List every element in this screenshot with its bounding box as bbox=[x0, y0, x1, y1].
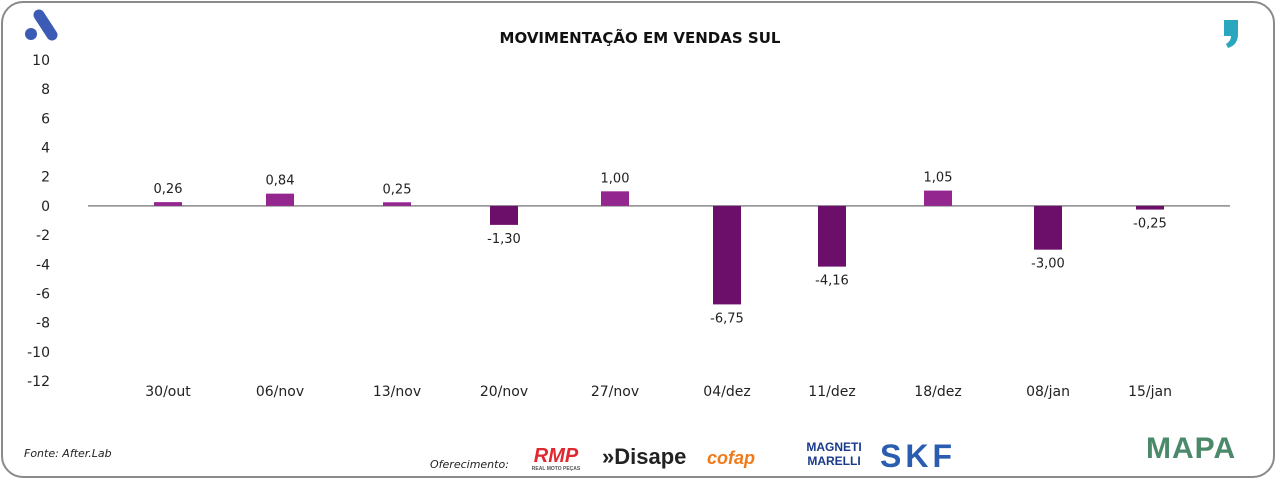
data-label: 1,00 bbox=[601, 171, 630, 186]
bar bbox=[924, 190, 952, 206]
rmp-logo-text: RMP bbox=[533, 445, 579, 467]
data-label: -0,25 bbox=[1133, 217, 1167, 232]
data-label: -1,30 bbox=[487, 232, 521, 247]
x-tick-label: 06/nov bbox=[256, 384, 304, 400]
data-label: 0,25 bbox=[383, 182, 412, 197]
x-tick-label: 08/jan bbox=[1026, 384, 1070, 400]
cofap-logo: cofap bbox=[707, 448, 756, 468]
y-tick-label: -12 bbox=[27, 374, 50, 390]
y-tick-label: 10 bbox=[32, 53, 50, 69]
y-tick-label: 4 bbox=[41, 141, 50, 157]
x-tick-label: 11/dez bbox=[808, 384, 855, 400]
data-label: -3,00 bbox=[1031, 257, 1065, 272]
brand-a-logo-icon bbox=[25, 9, 58, 41]
bar bbox=[601, 191, 629, 206]
y-tick-label: 6 bbox=[41, 111, 50, 127]
bar bbox=[490, 205, 518, 225]
rmp-logo: RMP REAL MOTO PEÇAS bbox=[522, 446, 590, 472]
x-tick-label: 20/nov bbox=[480, 384, 528, 400]
y-tick-label: -4 bbox=[36, 257, 50, 273]
data-label: -4,16 bbox=[815, 274, 849, 289]
disape-logo: »Disape bbox=[602, 444, 687, 469]
mapa-logo: MAPA bbox=[1146, 432, 1237, 465]
bar bbox=[154, 202, 182, 206]
x-tick-label: 27/nov bbox=[591, 384, 639, 400]
bar bbox=[1136, 205, 1164, 210]
data-label: -6,75 bbox=[710, 311, 744, 326]
x-tick-label: 30/out bbox=[145, 384, 191, 400]
x-tick-label: 18/dez bbox=[914, 384, 961, 400]
data-label: 0,84 bbox=[266, 174, 295, 189]
rmp-logo-subtext: REAL MOTO PEÇAS bbox=[531, 466, 581, 472]
data-label: 1,05 bbox=[924, 171, 953, 186]
bar bbox=[383, 202, 411, 206]
y-tick-label: -2 bbox=[36, 228, 50, 244]
x-tick-label: 15/jan bbox=[1128, 384, 1172, 400]
y-tick-label: 8 bbox=[41, 82, 50, 98]
x-tick-label: 13/nov bbox=[373, 384, 421, 400]
skf-logo: SKF bbox=[880, 438, 956, 474]
y-tick-label: 2 bbox=[41, 170, 50, 186]
y-tick-label: -8 bbox=[36, 316, 50, 332]
y-tick-label: -6 bbox=[36, 286, 50, 302]
y-tick-label: 0 bbox=[41, 199, 50, 215]
bar bbox=[713, 205, 741, 305]
source-note: Fonte: After.Lab bbox=[24, 447, 112, 460]
y-tick-label: -10 bbox=[27, 345, 50, 361]
bar bbox=[1034, 205, 1062, 250]
x-tick-label: 04/dez bbox=[703, 384, 750, 400]
quote-logo-icon bbox=[1224, 20, 1238, 48]
bar bbox=[818, 205, 846, 267]
sponsor-label: Oferecimento: bbox=[430, 458, 509, 471]
magneti-marelli-logo: MAGNETI MARELLI bbox=[806, 440, 862, 468]
bar bbox=[266, 193, 294, 206]
bar-chart: 10 8 6 4 2 0 -2 -4 -6 -8 -10 -12 0,26 30/out 0,84 06/no… bbox=[27, 53, 1230, 400]
chart-title: MOVIMENTAÇÃO EM VENDAS SUL bbox=[499, 29, 781, 47]
data-label: 0,26 bbox=[154, 182, 183, 197]
